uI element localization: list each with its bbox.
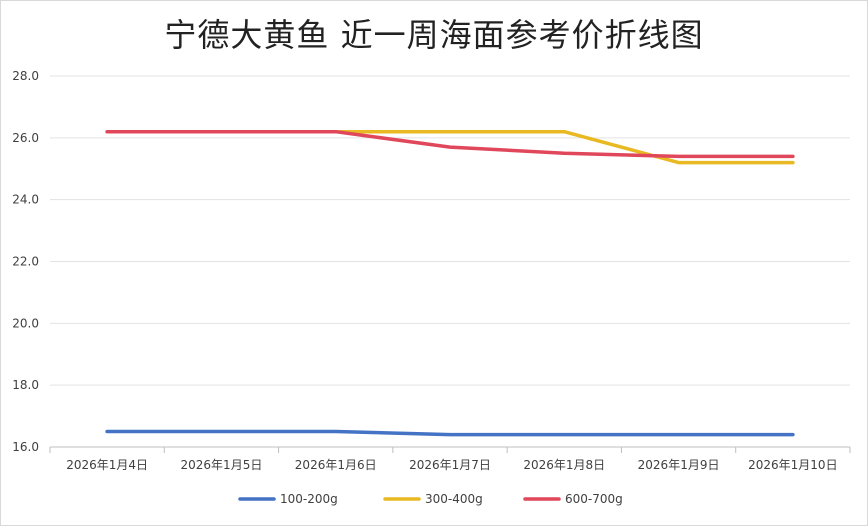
y-tick-label: 26.0 xyxy=(12,131,39,145)
y-tick-label: 28.0 xyxy=(12,69,39,83)
x-tick-label: 2026年1月4日 xyxy=(66,458,148,472)
y-tick-label: 20.0 xyxy=(12,316,39,330)
y-tick-label: 18.0 xyxy=(12,378,39,392)
x-tick-label: 2026年1月9日 xyxy=(638,458,720,472)
series-lines xyxy=(105,129,795,437)
y-tick-label: 24.0 xyxy=(12,193,39,207)
legend-label: 600-700g xyxy=(565,492,623,506)
x-axis-ticks: 2026年1月4日 2026年1月5日 2026年1月6日 2026年1月7日 2026… xyxy=(49,447,851,472)
series-line-600-700g xyxy=(105,129,795,159)
x-tick-label: 2026年1月7日 xyxy=(409,458,491,472)
chart-title: 宁德大黄鱼 近一周海面参考价折线图 xyxy=(164,16,704,54)
x-tick-label: 2026年1月5日 xyxy=(181,458,263,472)
y-axis-ticks: 16.0 18.0 20.0 22.0 24.0 26.0 28.0 xyxy=(12,69,39,454)
x-tick-label: 2026年1月8日 xyxy=(523,458,605,472)
x-tick-label: 2026年1月6日 xyxy=(295,458,377,472)
grid-lines xyxy=(50,75,850,448)
y-tick-label: 16.0 xyxy=(12,440,39,454)
y-tick-label: 22.0 xyxy=(12,255,39,269)
legend-label: 100-200g xyxy=(280,492,338,506)
legend: 100-200g 300-400g 600-700g xyxy=(238,492,623,506)
series-line-100-200g xyxy=(105,429,795,437)
legend-label: 300-400g xyxy=(425,492,483,506)
x-tick-label: 2026年1月10日 xyxy=(748,458,837,472)
